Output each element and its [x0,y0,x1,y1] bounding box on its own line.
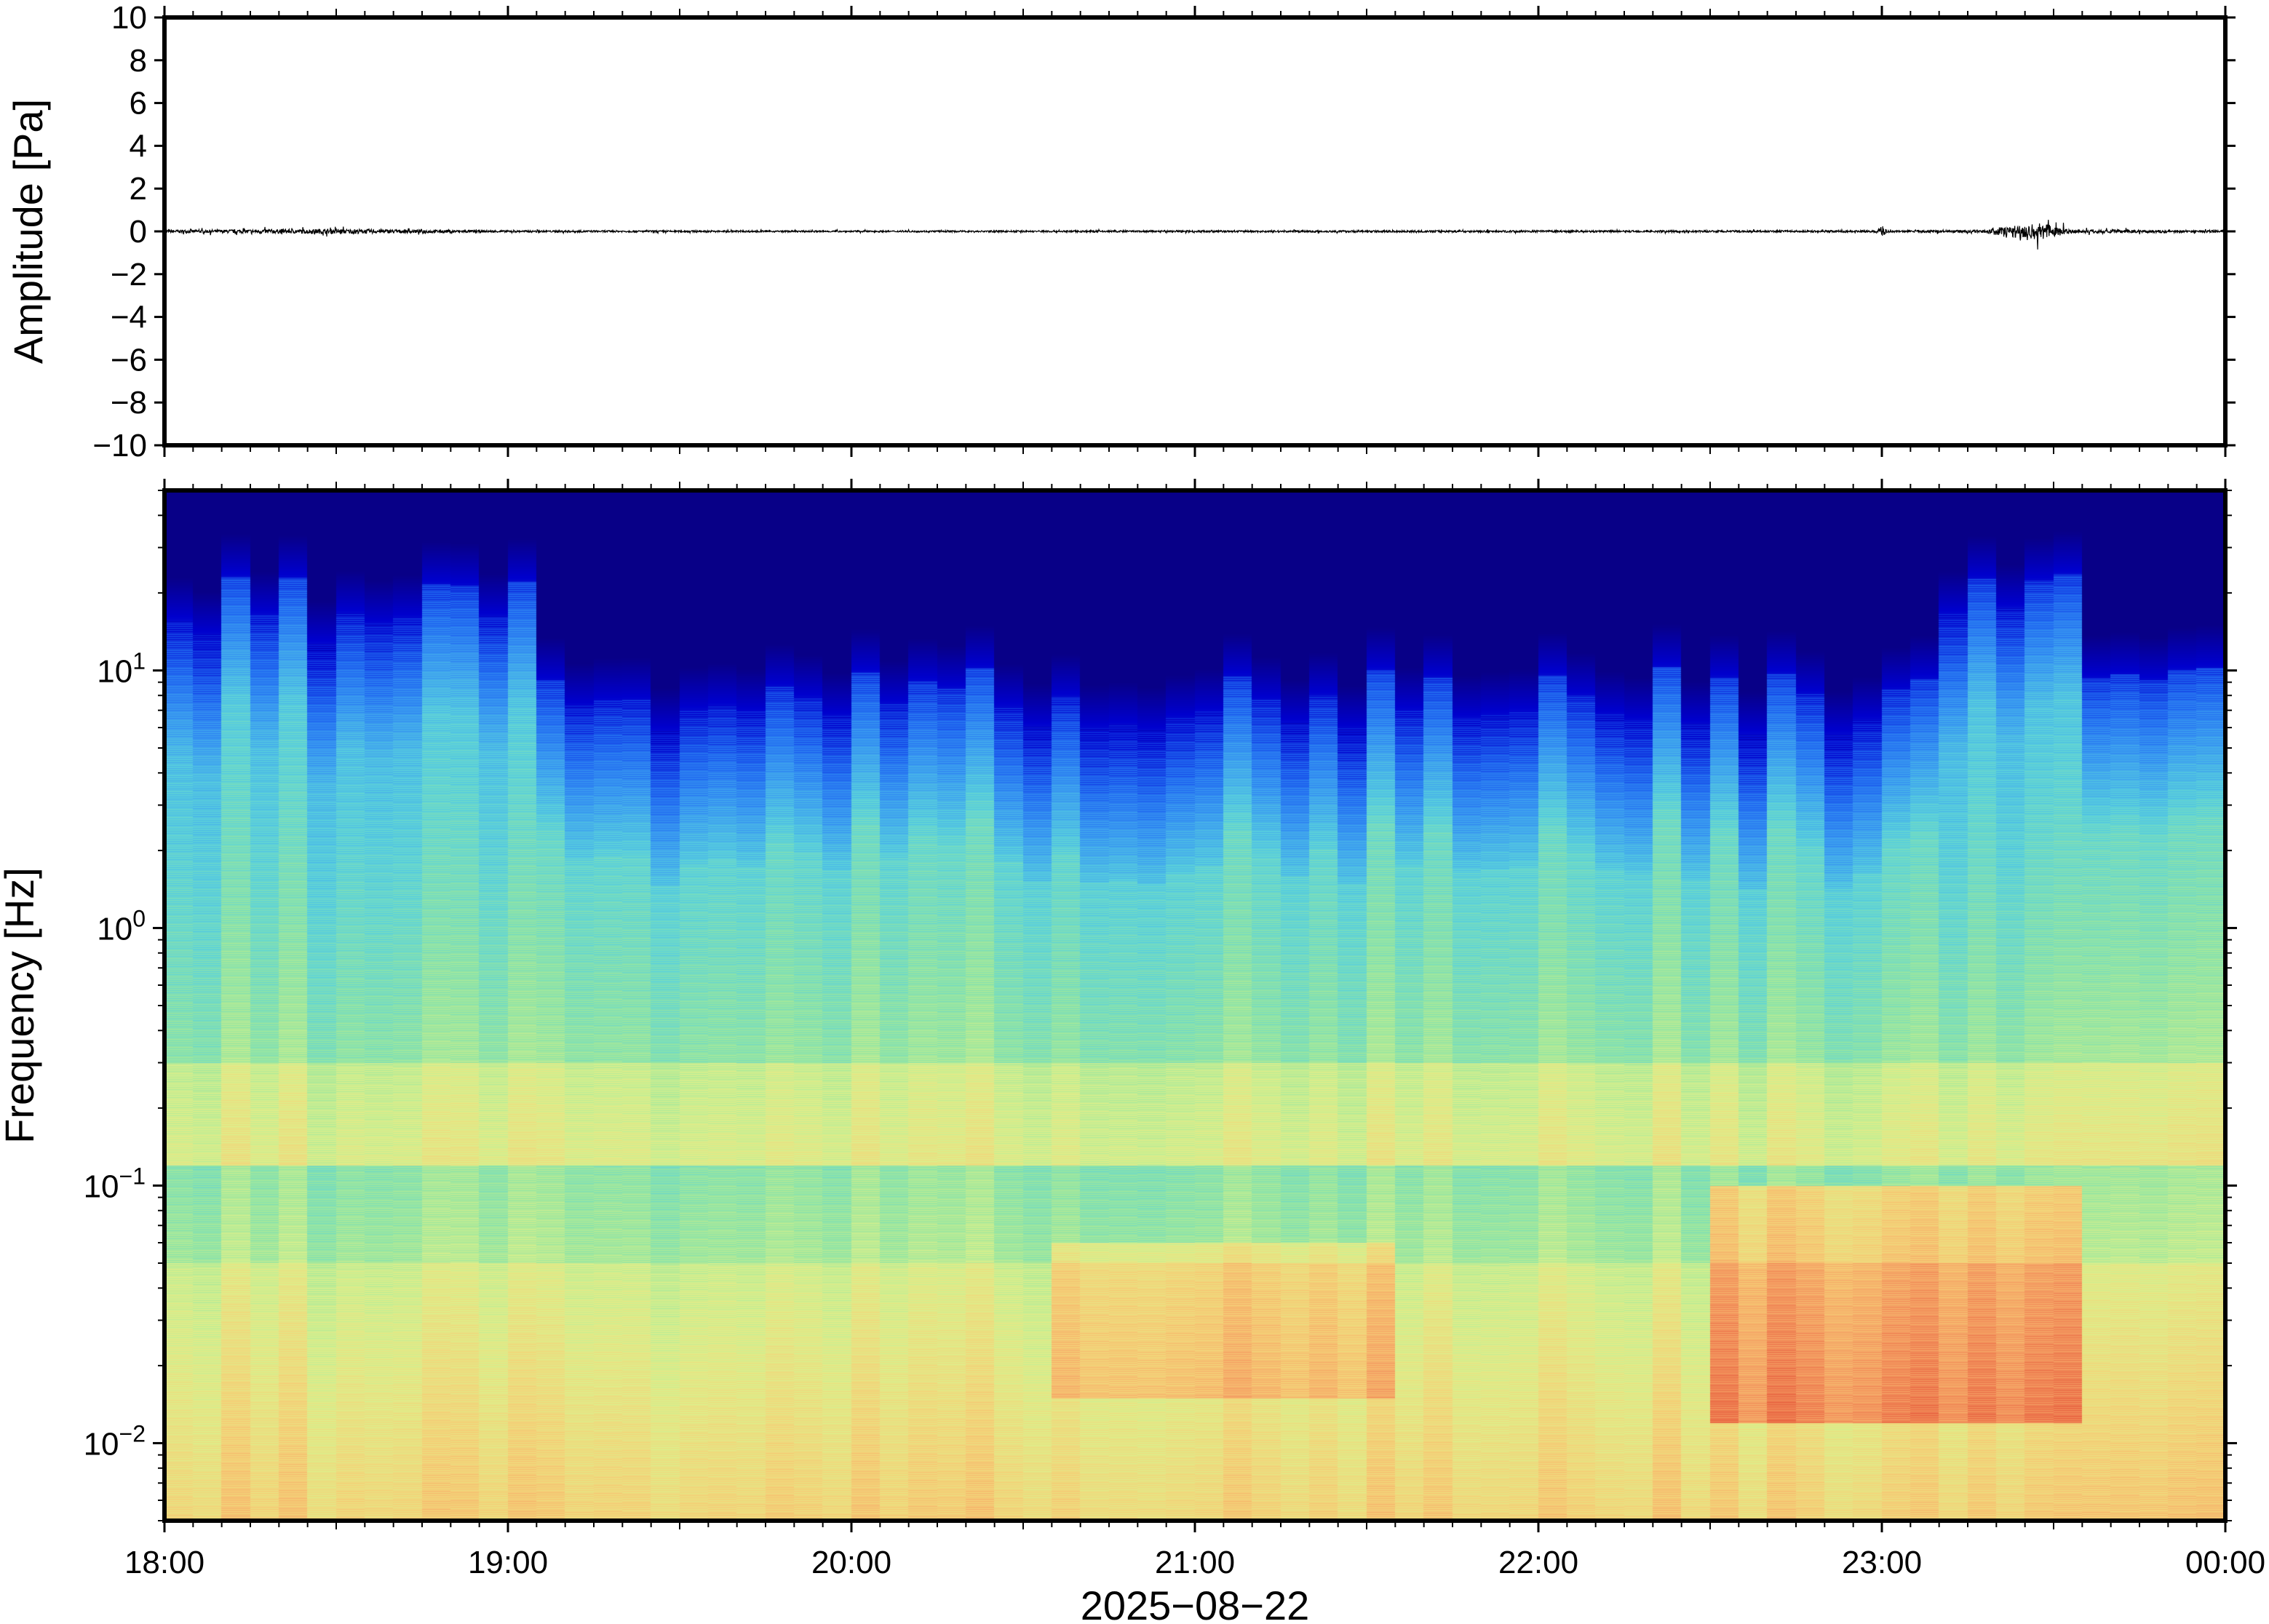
amplitude-axis-title: Amplitude [Pa] [5,99,51,364]
frequency-y-tick-label: 100 [97,905,146,947]
frequency-axis-title: Frequency [Hz] [0,867,42,1144]
frequency-y-tick-label: 101 [97,648,146,689]
amplitude-y-ticks: 10 8 6 4 2 0 −2 −4 −6 −8 −10 [92,0,2236,463]
amplitude-y-tick-label: −6 [111,342,147,378]
time-tick-label: 21:00 [1155,1545,1235,1580]
amplitude-panel: 10 8 6 4 2 0 −2 −4 −6 −8 −10 Amplitude [Pa] [5,0,2236,463]
amplitude-y-tick-label: 0 [130,214,147,250]
amplitude-x-ticks [163,6,2227,457]
amplitude-y-tick-label: 4 [130,128,147,164]
amplitude-y-tick-label: 6 [130,86,147,122]
time-x-ticks: 18:00 19:00 20:00 21:00 22:00 23:00 00:00 [124,479,2265,1580]
spectrogram-heatmap [164,490,2225,1521]
frequency-y-tick-label: 10−2 [84,1420,146,1462]
time-tick-label: 20:00 [811,1545,891,1580]
time-tick-label: 18:00 [124,1545,204,1580]
amplitude-y-tick-label: −4 [111,300,147,335]
frequency-y-tick-label: 10−1 [84,1163,146,1204]
amplitude-y-tick-label: 2 [130,171,147,207]
time-tick-label: 23:00 [1842,1545,1922,1580]
time-tick-label: 22:00 [1498,1545,1578,1580]
time-tick-label: 00:00 [2185,1545,2265,1580]
amplitude-y-tick-label: −10 [92,428,147,463]
frequency-y-ticks: 101 100 10−1 10−2 [84,490,2237,1521]
amplitude-y-tick-label: 8 [130,43,147,79]
amplitude-y-tick-label: −8 [111,385,147,421]
spectrogram-panel: 101 100 10−1 10−2 18:00 19:00 20:00 21:00 22:00… [0,479,2265,1624]
time-tick-label: 19:00 [468,1545,548,1580]
amplitude-y-tick-label: 10 [111,0,147,36]
amplitude-trace [164,220,2226,250]
amplitude-y-tick-label: −2 [111,257,147,292]
date-axis-title: 2025−08−22 [1081,1583,1310,1624]
